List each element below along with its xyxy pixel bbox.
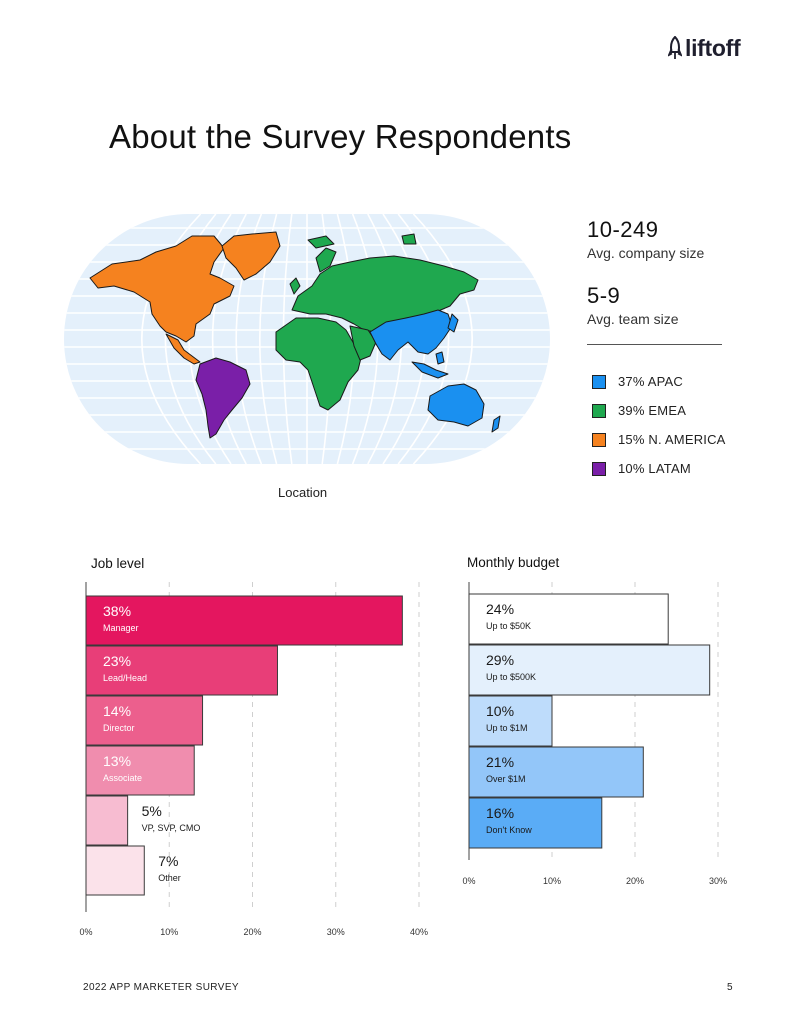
x-tick-label: 0% xyxy=(462,876,475,886)
legend-swatch xyxy=(592,461,606,476)
world-map xyxy=(64,214,550,464)
region-australia xyxy=(427,383,485,427)
legend-item-emea: 39% EMEA xyxy=(592,396,726,425)
region-philippines xyxy=(435,351,445,365)
bar-value-label: 10% xyxy=(486,703,514,719)
stat-value: 10-249 xyxy=(587,217,659,242)
legend-label: 10% LATAM xyxy=(618,461,691,476)
region-greenland xyxy=(221,231,281,281)
bar-value-label: 16% xyxy=(486,805,514,821)
bar-value-label: 14% xyxy=(103,703,131,719)
bar-value-label: 7% xyxy=(158,853,178,869)
region-uk xyxy=(289,277,301,295)
x-tick-label: 40% xyxy=(410,927,428,937)
bar xyxy=(85,695,204,746)
bar-value-label: 29% xyxy=(486,652,514,668)
bar-category-label: Other xyxy=(158,873,181,883)
legend-swatch xyxy=(592,432,606,447)
stat-company-size: 10-249 Avg. company size xyxy=(587,217,704,261)
bar-value-label: 13% xyxy=(103,753,131,769)
legend-item-namerica: 15% N. AMERICA xyxy=(592,425,726,454)
region-se-asia xyxy=(411,361,449,379)
bar-category-label: Up to $1M xyxy=(486,723,528,733)
bar-category-label: Associate xyxy=(103,773,142,783)
region-asia xyxy=(369,309,453,361)
bar-value-label: 5% xyxy=(142,803,162,819)
region-arctic-island-1 xyxy=(307,235,335,249)
stat-value: 5-9 xyxy=(587,283,621,308)
stat-team-size: 5-9 Avg. team size xyxy=(587,283,679,327)
bar-category-label: Director xyxy=(103,723,135,733)
footer-survey-name: 2022 APP MARKETER SURVEY xyxy=(83,982,239,993)
bar-value-label: 21% xyxy=(486,754,514,770)
legend-label: 15% N. AMERICA xyxy=(618,432,726,447)
x-tick-label: 10% xyxy=(543,876,561,886)
x-tick-label: 0% xyxy=(79,927,92,937)
legend-swatch xyxy=(592,374,606,389)
bar xyxy=(468,593,669,645)
region-north-america xyxy=(89,235,235,343)
page-number: 5 xyxy=(727,982,733,993)
bar xyxy=(468,746,644,798)
bar-category-label: Up to $50K xyxy=(486,621,531,631)
map-meridian-line xyxy=(412,214,473,464)
chart-1: 0% 10% 20% 30% 24% Up to $50K 29% Up to $500K 10… xyxy=(462,582,727,886)
stat-label: Avg. company size xyxy=(587,245,705,261)
bar xyxy=(85,745,195,796)
bar-category-label: Lead/Head xyxy=(103,673,147,683)
map-meridian-line xyxy=(397,214,450,464)
stat-label: Avg. team size xyxy=(587,311,679,327)
brand-name: liftoff xyxy=(685,34,741,61)
chart-title-job-level: Job level xyxy=(91,556,145,571)
bar xyxy=(85,795,129,846)
region-central-america xyxy=(165,333,201,365)
x-tick-label: 30% xyxy=(709,876,727,886)
region-arctic-island-2 xyxy=(401,233,417,245)
region-new-zealand xyxy=(491,415,501,433)
region-scandinavia xyxy=(315,247,337,273)
legend-item-apac: 37% APAC xyxy=(592,367,726,396)
legend-swatch xyxy=(592,403,606,418)
bar xyxy=(468,695,553,747)
bar-category-label: Don't Know xyxy=(486,825,532,835)
bar-category-label: Up to $500K xyxy=(486,672,536,682)
x-tick-label: 30% xyxy=(327,927,345,937)
legend-label: 39% EMEA xyxy=(618,403,687,418)
region-japan xyxy=(447,313,459,333)
liftoff-logo: liftoff xyxy=(668,34,741,62)
x-tick-label: 20% xyxy=(626,876,644,886)
region-south-america xyxy=(195,357,251,439)
region-legend: 37% APAC 39% EMEA 15% N. AMERICA 10% LAT… xyxy=(592,367,726,483)
bar-category-label: Over $1M xyxy=(486,774,526,784)
legend-item-latam: 10% LATAM xyxy=(592,454,726,483)
bar xyxy=(85,845,145,896)
bar-value-label: 38% xyxy=(103,603,131,619)
bar xyxy=(85,595,403,646)
x-tick-label: 10% xyxy=(160,927,178,937)
region-africa xyxy=(275,317,363,411)
legend-label: 37% APAC xyxy=(618,374,683,389)
bar-value-label: 24% xyxy=(486,601,514,617)
bar-value-label: 23% xyxy=(103,653,131,669)
bar xyxy=(85,645,278,696)
map-caption: Location xyxy=(278,485,328,500)
chart-0: 0% 10% 20% 30% 40% 38% Manager 23% Lead/Head 14% D… xyxy=(79,582,428,937)
page-title: About the Survey Respondents xyxy=(109,118,572,155)
bar xyxy=(468,797,603,849)
chart-title-monthly-budget: Monthly budget xyxy=(467,555,560,570)
bar-category-label: Manager xyxy=(103,623,139,633)
bar-category-label: VP, SVP, CMO xyxy=(142,823,201,833)
divider xyxy=(587,344,722,345)
bar xyxy=(468,644,711,696)
region-middle-east xyxy=(349,325,377,361)
rocket-icon xyxy=(668,36,682,59)
x-tick-label: 20% xyxy=(243,927,261,937)
